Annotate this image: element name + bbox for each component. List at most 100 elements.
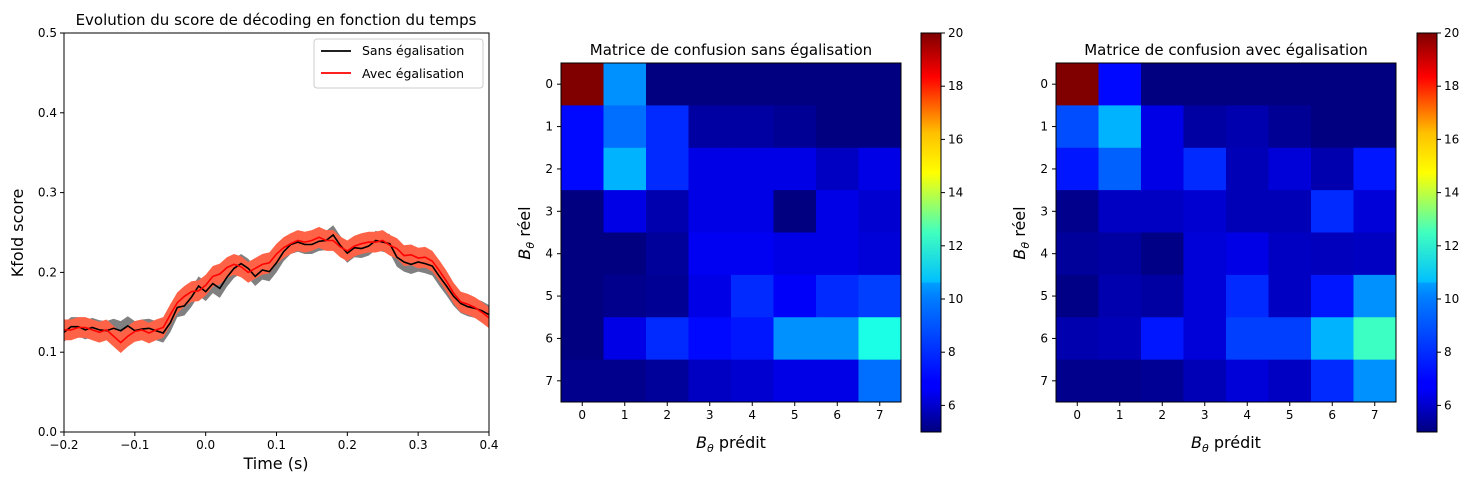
x-tick-label: −0.1 (120, 438, 149, 452)
heatmap-sans-cell (773, 190, 817, 233)
heatmap-sans-cell (688, 147, 732, 191)
heatmap-avec-cell (1098, 232, 1142, 276)
heatmap-sans-cell (603, 317, 647, 361)
heatmap-sans-cell (688, 105, 732, 149)
heatmap-avec-cell (1056, 232, 1099, 276)
y-tick-label: 4 (1040, 247, 1048, 261)
heatmap-avec-cell (1226, 147, 1269, 191)
x-tick-label: 4 (1243, 408, 1251, 422)
x-tick-label: 7 (1371, 408, 1379, 422)
heatmap-avec-cell (1056, 147, 1099, 191)
heatmap-avec-cell (1183, 190, 1227, 233)
colorbar-tick-label: 20 (948, 26, 963, 40)
heatmap-sans-cell (773, 274, 817, 318)
heatmap-sans-cell (603, 359, 647, 403)
line-chart-title: Evolution du score de décoding en foncti… (76, 11, 477, 29)
heatmap-avec-cell (1226, 359, 1269, 403)
heatmap-sans-cell (816, 317, 859, 361)
heatmap-avec-cell (1226, 274, 1269, 318)
heatmap-sans-cell (731, 317, 774, 361)
x-tick-label: 5 (1286, 408, 1294, 422)
heatmap-avec-cell (1056, 105, 1099, 149)
colorbar-tick-label: 12 (1444, 239, 1459, 253)
heatmap-sans-cell (561, 63, 604, 106)
heatmap-avec-cell (1141, 317, 1184, 361)
heatmap-avec-cell (1141, 274, 1184, 318)
heatmap-avec-cell (1183, 359, 1227, 403)
heatmap-avec-cell (1183, 232, 1227, 276)
heatmap-sans-cell (603, 190, 647, 233)
heatmap-avec-cell (1056, 359, 1099, 403)
x-tick-label: 1 (1116, 408, 1124, 422)
heatmap-sans-cell (858, 105, 902, 149)
heatmap-sans-cell (773, 232, 817, 276)
heatmap-avec-x-label: Bθ prédit (1191, 433, 1261, 455)
heatmap-avec-cell (1098, 63, 1142, 106)
legend-label-avec: Avec égalisation (362, 66, 464, 81)
x-tick-label: 0 (1073, 408, 1081, 422)
heatmap-sans-cell (561, 190, 604, 233)
heatmap-sans-x-label: Bθ prédit (696, 433, 766, 455)
legend-box (313, 38, 484, 89)
heatmap-sans-cell (561, 105, 604, 149)
heatmap-sans-cell (858, 63, 902, 106)
heatmap-sans-cell (816, 63, 859, 106)
x-tick-label: 0.1 (267, 438, 286, 452)
colorbar-tick-label: 8 (948, 345, 956, 359)
heatmap-sans-cell (646, 232, 689, 276)
heatmap-sans-cell (561, 147, 604, 191)
heatmap-avec-cell (1268, 317, 1312, 361)
line-y-axis-label: Kfold score (8, 189, 27, 278)
colorbar-tick-label: 18 (1444, 79, 1459, 93)
heatmap-avec-cell (1098, 147, 1142, 191)
heatmap-sans-cell (646, 274, 689, 318)
heatmap-avec-cell (1268, 359, 1312, 403)
x-tick-label: 0.0 (196, 438, 215, 452)
heatmap-avec-cell (1353, 359, 1397, 403)
heatmap-avec-cell (1353, 317, 1397, 361)
heatmap-sans-title: Matrice de confusion sans égalisation (590, 41, 872, 59)
heatmap-avec-cell (1141, 190, 1184, 233)
heatmap-avec-cell (1098, 105, 1142, 149)
y-tick-label: 1 (1040, 120, 1048, 134)
heatmap-sans-frame (560, 62, 902, 403)
y-tick-label: 0 (1040, 77, 1048, 91)
heatmap-avec-cell (1353, 105, 1397, 149)
heatmap-sans-cell (561, 317, 604, 361)
colorbar-tick-label: 16 (1444, 132, 1459, 146)
heatmap-sans-y-label: Bθ réel (515, 206, 537, 259)
y-tick-label: 0.4 (38, 106, 57, 120)
heatmap-sans-cell (646, 317, 689, 361)
heatmap-avec-cell (1226, 317, 1269, 361)
y-tick-label: 5 (1040, 289, 1048, 303)
x-tick-label: 6 (833, 408, 841, 422)
heatmap-sans-cell (561, 274, 604, 318)
heatmap-sans-cell (603, 63, 647, 106)
x-tick-label: 0.4 (479, 438, 498, 452)
heatmap-avec-cell (1268, 63, 1312, 106)
x-tick-label: 5 (791, 408, 799, 422)
heatmap-avec-frame (1055, 62, 1397, 403)
heatmap-avec-cell (1353, 63, 1397, 106)
heatmap-avec-cell (1183, 147, 1227, 191)
heatmap-sans-cell (561, 359, 604, 403)
line-axes-frame (63, 32, 490, 433)
heatmap-avec-cell (1183, 274, 1227, 318)
y-tick-label: 1 (545, 120, 553, 134)
y-tick-label: 7 (545, 374, 553, 388)
y-tick-label: 5 (545, 289, 553, 303)
heatmap-avec-cell (1141, 147, 1184, 191)
heatmap-avec-cell (1268, 274, 1312, 318)
heatmap-sans-cell (646, 359, 689, 403)
heatmap-sans-cell (858, 317, 902, 361)
legend: Sans égalisation Avec égalisation (313, 38, 484, 89)
heatmap-avec-cell (1183, 105, 1227, 149)
heatmap-sans-cell (646, 190, 689, 233)
heatmap-sans-cell (773, 317, 817, 361)
heatmap-sans-cell (688, 190, 732, 233)
heatmap-sans-cell (731, 274, 774, 318)
heatmap-avec-cell (1311, 359, 1354, 403)
heatmap-sans-cell (816, 105, 859, 149)
